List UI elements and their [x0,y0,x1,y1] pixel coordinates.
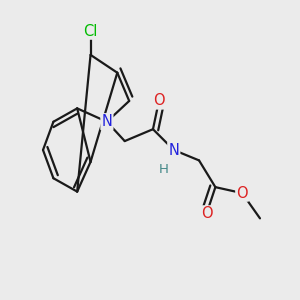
Text: O: O [153,94,165,109]
Text: H: H [158,163,168,176]
Text: N: N [101,114,112,129]
Text: Cl: Cl [83,24,98,39]
Text: N: N [168,142,179,158]
Text: O: O [236,186,248,201]
Text: O: O [201,206,212,221]
